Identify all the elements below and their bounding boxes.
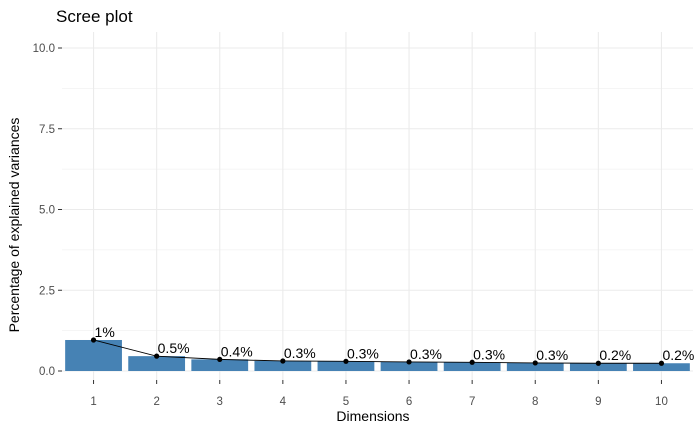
bar-10 (633, 363, 690, 371)
y-tick-label: 5.0 (39, 205, 55, 217)
bar-2 (128, 356, 186, 371)
data-label-5: 0.3% (347, 345, 379, 361)
bar-7 (443, 362, 501, 371)
x-tick-label: 2 (153, 396, 159, 408)
data-label-7: 0.3% (473, 346, 505, 362)
x-tick-label: 8 (532, 396, 538, 408)
point-1 (90, 337, 97, 343)
point-9 (595, 360, 601, 366)
data-label-2: 0.5% (158, 340, 190, 356)
y-axis: 0.0 2.5 5.0 7.5 10.0 (33, 43, 62, 378)
data-label-8: 0.3% (536, 347, 568, 363)
point-6 (406, 359, 412, 365)
y-tick-label: 2.5 (39, 285, 55, 297)
x-tick-label: 1 (90, 396, 96, 408)
point-5 (343, 358, 349, 364)
y-tick-label: 7.5 (39, 124, 55, 136)
data-labels: 1% 0.5% 0.4% 0.3% 0.3% 0.3% 0.3% 0.3% 0.2% 0.2% (95, 324, 695, 363)
x-tick-label: 3 (217, 396, 223, 408)
x-tick-label: 6 (406, 396, 412, 408)
bar-4 (254, 360, 312, 371)
point-4 (280, 358, 286, 364)
point-10 (658, 360, 665, 366)
x-tick-label: 9 (595, 396, 601, 408)
y-tick-label: 10.0 (33, 43, 55, 55)
data-label-9: 0.2% (599, 347, 631, 363)
bar-3 (191, 359, 249, 371)
point-3 (217, 356, 223, 362)
bar-9 (569, 363, 627, 371)
y-axis-title: Percentage of explained variances (6, 118, 22, 333)
point-7 (469, 359, 475, 365)
data-label-4: 0.3% (284, 345, 316, 361)
point-8 (532, 360, 538, 366)
bars (65, 339, 690, 371)
data-label-3: 0.4% (221, 343, 253, 359)
x-tick-label: 10 (655, 396, 668, 408)
bar-8 (506, 362, 564, 371)
bar-6 (380, 361, 438, 371)
bar-5 (317, 361, 375, 371)
point-2 (154, 353, 160, 359)
x-axis: 1 2 3 4 5 6 7 8 9 10 (90, 380, 668, 408)
x-axis-title: Dimensions (336, 408, 409, 424)
data-label-10: 0.2% (662, 347, 694, 363)
data-label-6: 0.3% (410, 346, 442, 362)
x-tick-label: 5 (343, 396, 349, 408)
chart-title: Scree plot (56, 7, 133, 26)
trend-polyline (93, 339, 662, 364)
trend-line (90, 337, 665, 366)
y-tick-label: 0.0 (39, 366, 55, 378)
x-tick-label: 7 (469, 396, 475, 408)
data-label-1: 1% (95, 324, 115, 340)
grid (62, 32, 693, 380)
x-tick-label: 4 (280, 396, 287, 408)
